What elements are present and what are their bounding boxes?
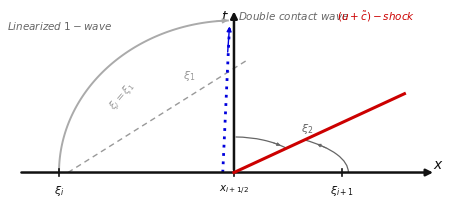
Text: $\xi_i=\xi_1$: $\xi_i=\xi_1$ — [106, 79, 138, 113]
Text: $\xi_i$: $\xi_i$ — [54, 184, 64, 198]
Text: $x$: $x$ — [433, 158, 443, 172]
Text: $\xi_{i+1}$: $\xi_{i+1}$ — [329, 184, 354, 198]
Text: $\xi_1$: $\xi_1$ — [183, 69, 195, 83]
Text: $t$: $t$ — [221, 9, 229, 24]
Text: $Linearized\ 1-wave$: $Linearized\ 1-wave$ — [7, 20, 112, 32]
Text: $Double\ contact\ wave$: $Double\ contact\ wave$ — [238, 11, 350, 22]
Text: $\xi_2$: $\xi_2$ — [301, 122, 314, 136]
Text: $(u+\tilde{c})-shock$: $(u+\tilde{c})-shock$ — [337, 9, 415, 23]
Text: $x_{i+1/2}$: $x_{i+1/2}$ — [219, 184, 249, 198]
